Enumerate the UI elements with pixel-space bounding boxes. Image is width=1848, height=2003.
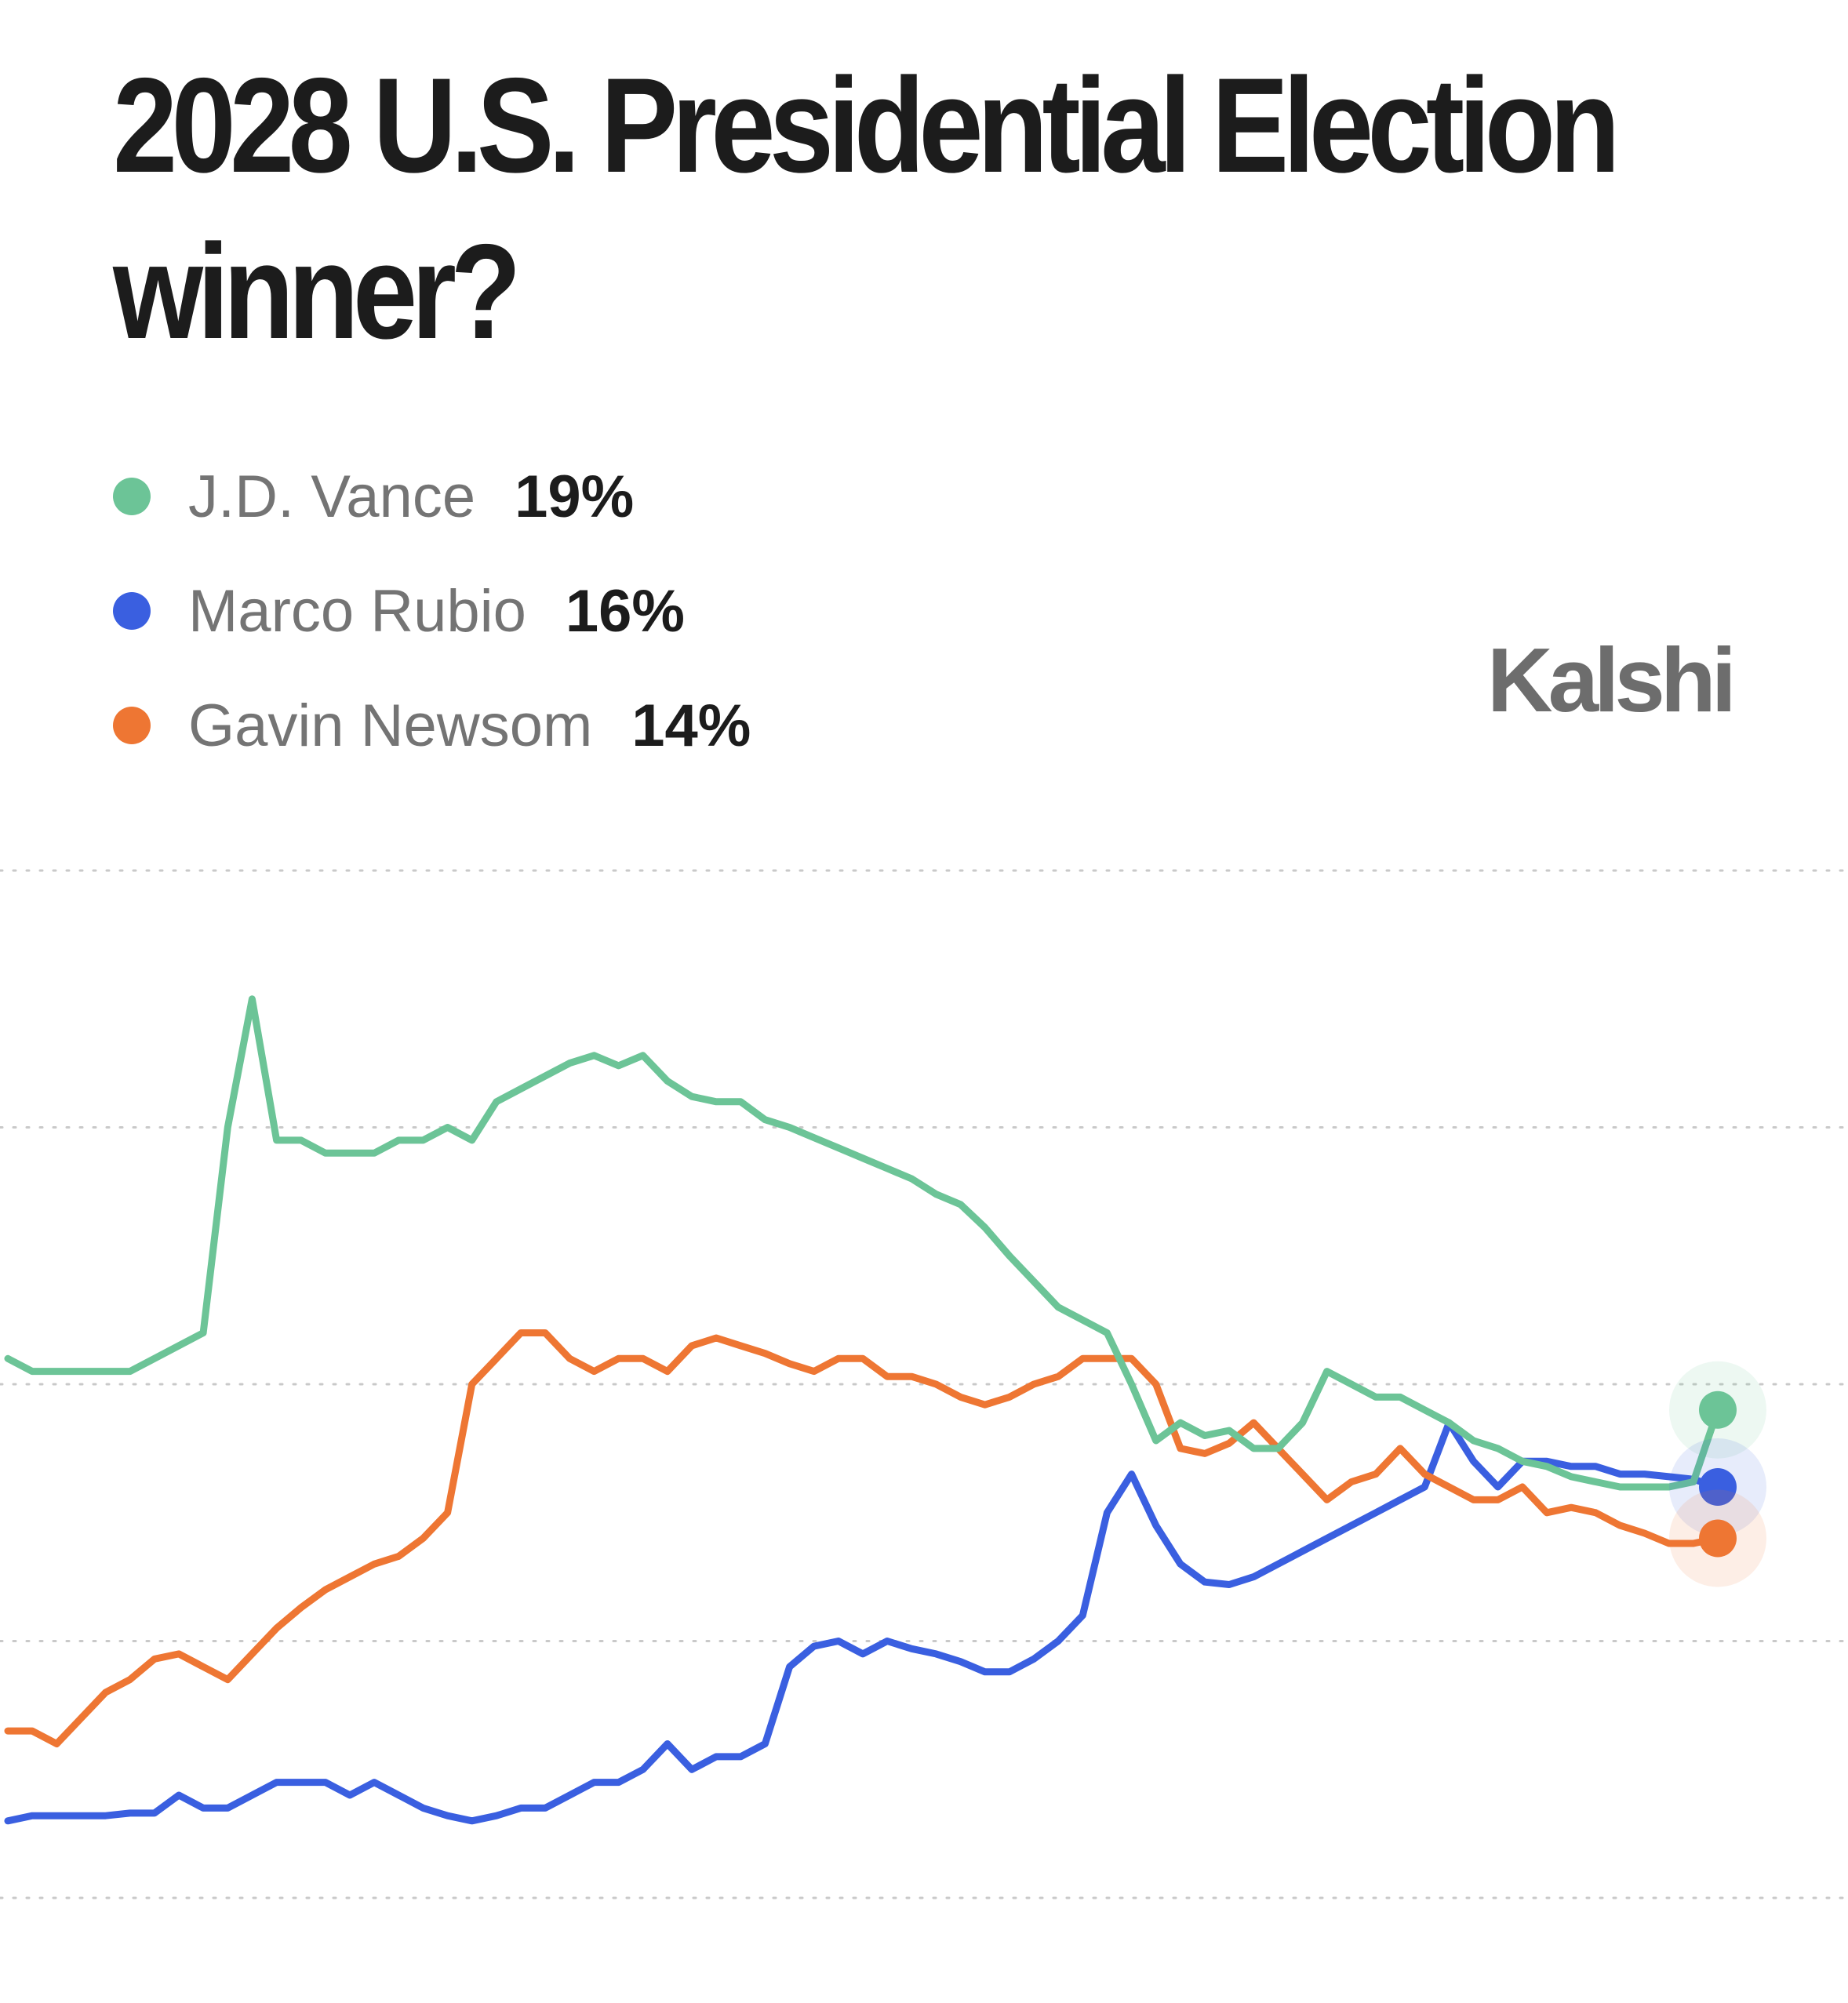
legend-name-newsom: Gavin Newsom: [188, 692, 593, 759]
legend-dot-rubio: [113, 592, 151, 630]
series-line-rubio: [4, 1419, 1722, 1825]
legend-value-rubio: 16%: [565, 577, 685, 645]
legend-value-newsom: 14%: [631, 692, 751, 759]
page-title-line-2: winner?: [113, 216, 522, 367]
legend-dot-newsom: [113, 707, 151, 744]
legend-name-vance: J.D. Vance: [188, 463, 476, 530]
endpoint-marker-rubio[interactable]: [1699, 1468, 1737, 1506]
endpoint-marker-vance[interactable]: [1699, 1390, 1737, 1429]
legend-item-newsom[interactable]: Gavin Newsom 14%: [113, 668, 751, 783]
legend-item-vance[interactable]: J.D. Vance 19%: [113, 439, 751, 554]
legend-item-rubio[interactable]: Marco Rubio 16%: [113, 554, 751, 668]
legend-name-rubio: Marco Rubio: [188, 577, 526, 645]
series-line-newsom: [4, 1329, 1722, 1747]
page-title-line-1: 2028 U.S. Presidential Election: [113, 50, 1621, 201]
legend-dot-vance: [113, 478, 151, 515]
endpoint-marker-newsom[interactable]: [1699, 1519, 1737, 1558]
page-title: 2028 U.S. Presidential Election winner?: [113, 42, 1621, 375]
chart-legend: J.D. Vance 19% Marco Rubio 16% Gavin New…: [113, 439, 751, 783]
series-line-vance: [4, 995, 1722, 1491]
kalshi-logo: Kalshi: [1486, 629, 1737, 731]
legend-value-vance: 19%: [515, 463, 635, 530]
